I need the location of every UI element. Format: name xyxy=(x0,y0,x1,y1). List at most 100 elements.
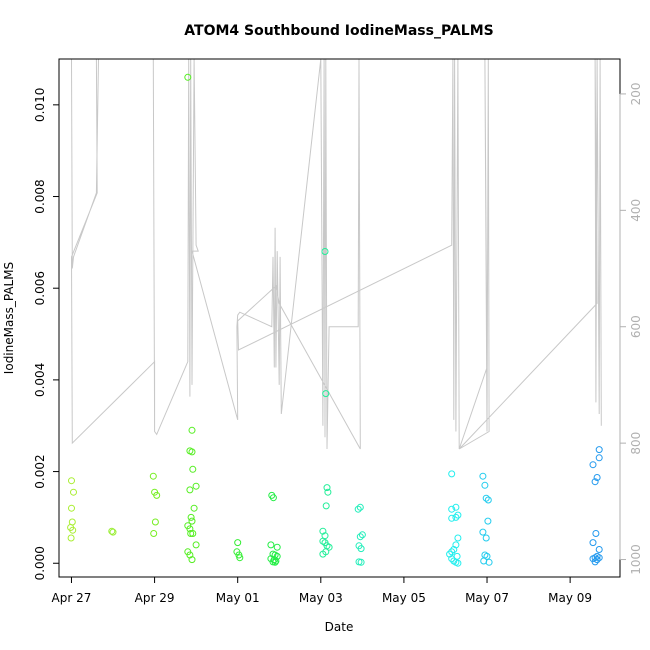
data-point xyxy=(356,503,364,511)
x-tick-label: Apr 27 xyxy=(52,591,92,605)
x-axis: Apr 27 Apr 29 May 01 May 03 May 05 May 07 May … xyxy=(52,576,592,605)
data-point xyxy=(325,543,333,551)
data-point xyxy=(187,530,195,537)
data-point xyxy=(322,390,330,398)
data-point xyxy=(153,491,161,499)
data-point xyxy=(272,557,280,565)
data-point xyxy=(448,514,456,522)
data-point xyxy=(483,552,491,560)
data-point xyxy=(595,446,603,454)
data-point xyxy=(192,482,200,490)
data-point xyxy=(192,541,200,549)
data-point xyxy=(186,486,194,494)
data-point xyxy=(67,534,75,542)
chart-title: ATOM4 Southbound IodineMass_PALMS xyxy=(184,23,493,39)
data-point xyxy=(354,505,362,513)
x-axis-label: Date xyxy=(325,620,354,634)
data-point xyxy=(448,505,456,513)
data-point xyxy=(484,517,492,525)
data-point xyxy=(484,496,492,504)
data-point xyxy=(109,528,117,536)
data-point xyxy=(267,541,275,549)
data-point xyxy=(184,73,192,81)
trace-layer xyxy=(70,58,602,450)
right-tick-label: 600 xyxy=(629,315,643,338)
data-point xyxy=(479,472,487,480)
data-point xyxy=(589,539,597,547)
data-point xyxy=(69,526,77,534)
right-axis: 200 400 600 800 1000 xyxy=(619,82,643,575)
y-axis-label: IodineMass_PALMS xyxy=(2,262,16,374)
data-point xyxy=(68,504,75,512)
data-point xyxy=(188,517,196,525)
data-point xyxy=(188,448,196,456)
data-point xyxy=(450,546,458,553)
data-point xyxy=(68,477,75,485)
data-point xyxy=(187,513,195,521)
data-point xyxy=(319,550,327,558)
data-point xyxy=(589,461,597,469)
data-point xyxy=(188,426,196,434)
y-tick-label: 0.000 xyxy=(33,546,47,580)
data-point xyxy=(269,494,277,502)
y-tick-label: 0.004 xyxy=(33,363,47,397)
x-tick-label: May 05 xyxy=(382,591,426,605)
data-point xyxy=(479,528,487,536)
data-point xyxy=(319,527,327,535)
data-point xyxy=(273,543,281,551)
data-point xyxy=(188,556,196,564)
plot-frame xyxy=(58,58,621,578)
data-point xyxy=(454,534,462,542)
data-point xyxy=(452,503,460,511)
data-point xyxy=(482,494,490,502)
data-point xyxy=(151,518,159,526)
data-point xyxy=(482,534,490,542)
data-point xyxy=(452,513,460,521)
data-point xyxy=(322,502,330,510)
data-point xyxy=(357,558,365,566)
y-tick-label: 0.010 xyxy=(33,88,47,122)
data-point xyxy=(321,248,329,255)
data-point xyxy=(189,530,197,537)
x-tick-label: Apr 29 xyxy=(135,591,175,605)
data-point xyxy=(591,558,599,566)
data-point xyxy=(356,533,364,541)
data-point xyxy=(108,527,116,535)
data-point xyxy=(190,504,198,512)
y-tick-label: 0.002 xyxy=(33,454,47,488)
data-point xyxy=(149,472,157,480)
data-point xyxy=(70,488,77,496)
x-tick-label: May 07 xyxy=(465,591,509,605)
data-point xyxy=(357,545,365,553)
y-tick-label: 0.006 xyxy=(33,271,47,305)
data-point xyxy=(593,556,601,564)
data-point xyxy=(454,511,462,519)
data-point xyxy=(593,474,601,481)
data-point xyxy=(189,465,197,473)
data-point xyxy=(454,559,462,567)
data-point xyxy=(234,539,242,547)
data-point xyxy=(448,470,456,478)
y-axis: 0.000 0.002 0.004 0.006 0.008 0.010 xyxy=(33,88,60,580)
data-point xyxy=(591,478,599,486)
trace-line xyxy=(70,58,602,450)
data-point xyxy=(150,530,158,537)
data-point xyxy=(271,558,279,566)
data-point xyxy=(323,484,331,492)
x-tick-label: May 09 xyxy=(548,591,592,605)
data-point xyxy=(236,554,244,562)
data-point xyxy=(595,454,603,462)
data-point xyxy=(592,530,600,537)
data-point xyxy=(358,531,366,539)
data-point xyxy=(448,548,456,556)
data-point xyxy=(448,555,456,563)
x-tick-label: May 01 xyxy=(216,591,260,605)
data-point xyxy=(485,558,493,566)
right-tick-label: 200 xyxy=(629,82,643,105)
data-point xyxy=(595,546,603,553)
data-point xyxy=(324,488,332,496)
y-tick-label: 0.008 xyxy=(33,179,47,213)
right-tick-label: 400 xyxy=(629,199,643,222)
right-tick-label: 1000 xyxy=(629,544,643,575)
